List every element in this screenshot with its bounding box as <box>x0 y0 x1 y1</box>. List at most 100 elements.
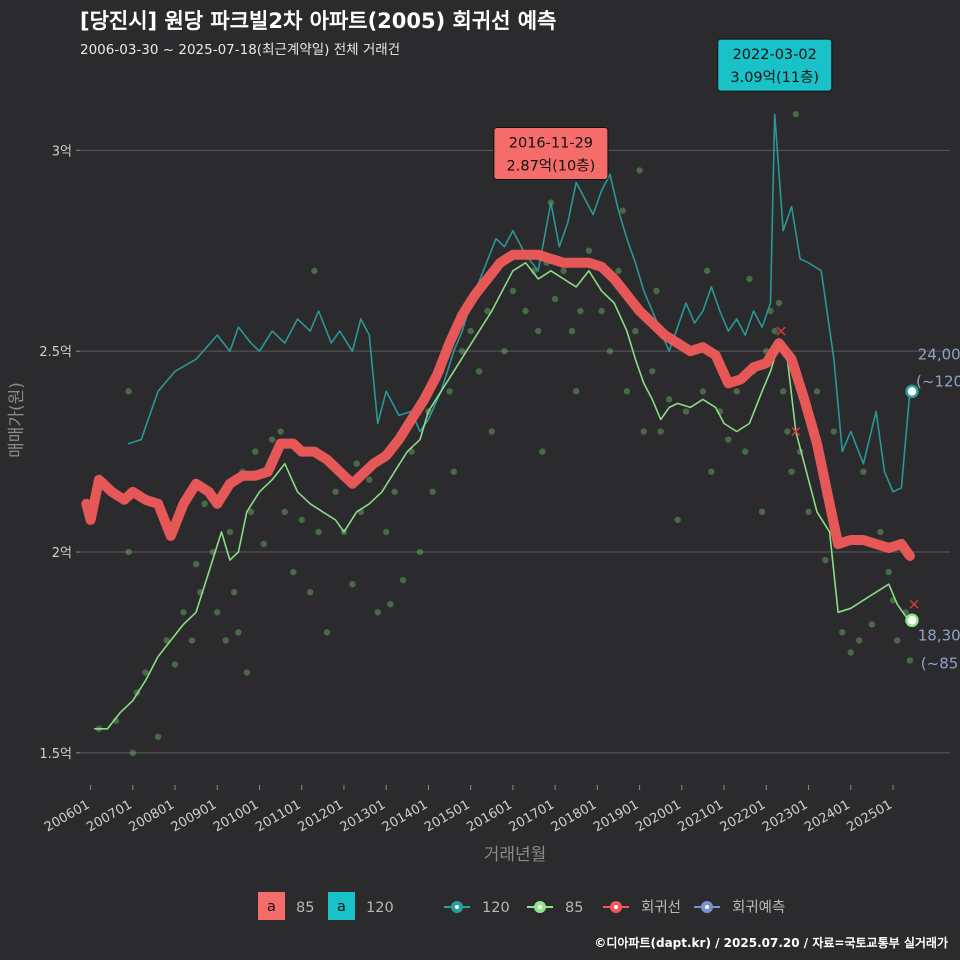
scatter-point-122 <box>746 275 753 283</box>
scatter-point-53 <box>501 347 508 355</box>
y-axis-ticks: 1.5억 2억 2.5억 3억 <box>39 144 80 762</box>
scatter-point-51 <box>484 307 491 315</box>
legend-dot-center-0 <box>455 905 459 909</box>
scatter-point-91 <box>775 299 783 307</box>
scatter-points <box>95 110 914 757</box>
scatter-point-36 <box>366 476 373 483</box>
scatter-point-106 <box>885 568 892 576</box>
x-tick-label-1: 200701 <box>84 797 134 835</box>
scatter-point-11 <box>188 637 196 644</box>
scatter-point-102 <box>855 637 863 644</box>
annotation-box-1 <box>717 38 833 92</box>
scatter-point-31 <box>323 629 331 636</box>
scatter-point-27 <box>290 568 297 576</box>
scatter-point-120 <box>653 287 660 295</box>
end-area-1: (~85㎡) <box>921 654 960 672</box>
marks <box>776 326 919 609</box>
scatter-point-116 <box>488 428 495 435</box>
scatter-point-34 <box>349 580 356 588</box>
x-tick-label-19: 202501 <box>844 797 894 835</box>
x-tick-label-2: 200801 <box>127 797 177 835</box>
scatter-point-101 <box>847 649 854 656</box>
x-tick-label-0: 200601 <box>42 797 92 835</box>
scatter-point-121 <box>703 267 711 275</box>
x-tick-label-15: 202101 <box>676 797 726 835</box>
scatter-point-24 <box>260 540 267 548</box>
annotations: 2016-11-29 2.87억(10층) 2022-03-02 3.09억(11층) <box>493 38 833 181</box>
legend-fill-key-1: a <box>337 899 346 915</box>
scatter-point-26 <box>281 508 289 516</box>
scatter-point-44 <box>429 488 436 495</box>
annotation-0: 2016-11-29 2.87억(10층) <box>493 127 609 181</box>
scatter-point-10 <box>180 609 187 616</box>
scatter-point-48 <box>459 347 466 355</box>
legend-fill-label-0: 85 <box>296 900 314 916</box>
x-tick-label-10: 201601 <box>464 797 514 835</box>
scatter-point-30 <box>315 528 322 536</box>
x-tick-label-13: 201901 <box>591 797 641 835</box>
scatter-point-2 <box>125 548 132 556</box>
scatter-point-47 <box>450 468 457 475</box>
scatter-point-100 <box>839 629 846 636</box>
end-price-0: 24,000 <box>918 345 960 363</box>
y-tick-label-0: 1.5억 <box>39 747 72 762</box>
legend-fill-label-1: 120 <box>366 900 394 916</box>
x-axis-ticks: 2006012007012008012009012010012011012012… <box>42 785 895 835</box>
end-point-0 <box>905 384 919 399</box>
legend-fill-key-0: a <box>267 899 276 915</box>
scatter-point-17 <box>226 528 234 536</box>
series-line-0 <box>127 113 911 493</box>
legend-dot-center-3 <box>705 905 709 909</box>
scatter-point-71 <box>632 327 639 335</box>
scatter-point-65 <box>585 247 593 254</box>
scatter-point-73 <box>640 428 648 435</box>
annotation-date-0: 2016-11-29 <box>509 136 593 152</box>
scatter-point-50 <box>475 368 483 375</box>
scatter-point-3 <box>125 388 132 395</box>
chart-subtitle: 2006-03-30 ~ 2025-07-18(최근계약일) 전체 거래건 <box>80 42 400 58</box>
scatter-point-62 <box>560 267 567 275</box>
scatter-point-114 <box>353 460 360 467</box>
scatter-point-68 <box>606 347 614 355</box>
x-tick-label-18: 202401 <box>802 797 852 835</box>
scatter-point-105 <box>877 528 884 536</box>
scatter-point-87 <box>758 508 766 516</box>
scatter-point-58 <box>535 327 542 335</box>
scatter-point-92 <box>779 388 787 395</box>
series-lines <box>81 113 915 730</box>
x-axis-label: 거래년월 <box>484 845 547 865</box>
scatter-point-104 <box>868 621 876 628</box>
chart-title: [당진시] 원당 파크빌2차 아파트(2005) 회귀선 예측 <box>80 9 556 33</box>
x-tick-label-11: 201701 <box>507 797 557 835</box>
legend: a 85 a 120 120 85 회귀선 회귀예측 <box>258 892 785 920</box>
scatter-point-94 <box>788 468 795 475</box>
series-line-2 <box>81 249 915 561</box>
scatter-point-38 <box>382 528 390 536</box>
scatter-point-15 <box>214 609 221 616</box>
x-tick-label-16: 202201 <box>718 797 768 835</box>
scatter-point-99 <box>830 428 838 435</box>
scatter-point-75 <box>657 428 664 435</box>
x-tick-label-12: 201801 <box>549 797 599 835</box>
scatter-point-8 <box>163 637 170 644</box>
x-tick-label-8: 201401 <box>380 797 430 835</box>
scatter-point-111 <box>192 560 200 568</box>
cross-mark-0 <box>776 326 786 336</box>
scatter-point-46 <box>446 388 453 395</box>
scatter-point-74 <box>649 368 656 375</box>
scatter-point-118 <box>573 388 580 395</box>
annotation-value-0: 2.87억(10층) <box>507 158 596 175</box>
y-tick-label-3: 3억 <box>52 144 72 159</box>
x-tick-label-14: 202001 <box>633 797 683 835</box>
scatter-point-9 <box>171 661 179 668</box>
scatter-point-81 <box>708 468 715 475</box>
x-tick-label-17: 202301 <box>760 797 810 835</box>
annotation-value-1: 3.09억(11층) <box>730 69 819 86</box>
scatter-point-98 <box>822 556 829 564</box>
x-tick-label-4: 201001 <box>211 797 261 835</box>
cross-mark-1 <box>791 426 801 437</box>
scatter-point-42 <box>416 548 424 556</box>
cross-mark-2 <box>909 599 919 609</box>
x-tick-label-3: 200901 <box>169 797 219 835</box>
